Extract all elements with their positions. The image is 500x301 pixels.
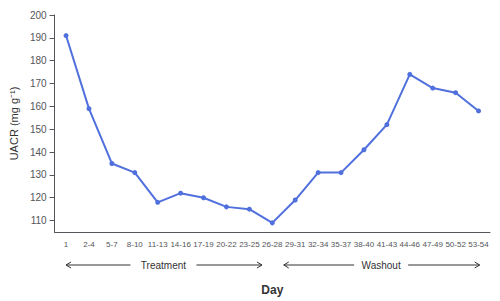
svg-text:Day: Day: [261, 283, 283, 297]
svg-text:Washout: Washout: [362, 260, 401, 271]
svg-text:38-40: 38-40: [354, 240, 375, 249]
svg-text:140: 140: [30, 147, 47, 158]
svg-text:130: 130: [30, 169, 47, 180]
svg-text:1: 1: [64, 240, 69, 249]
svg-text:41-43: 41-43: [377, 240, 398, 249]
svg-text:53-54: 53-54: [468, 240, 489, 249]
svg-text:17-19: 17-19: [193, 240, 214, 249]
svg-text:26-28: 26-28: [262, 240, 283, 249]
svg-text:UACR (mg g⁻¹): UACR (mg g⁻¹): [8, 87, 20, 161]
svg-text:190: 190: [30, 32, 47, 43]
svg-text:44-46: 44-46: [400, 240, 421, 249]
svg-text:160: 160: [30, 101, 47, 112]
svg-text:32-34: 32-34: [308, 240, 329, 249]
svg-text:150: 150: [30, 124, 47, 135]
svg-text:Treatment: Treatment: [141, 260, 186, 271]
svg-text:5-7: 5-7: [106, 240, 118, 249]
svg-text:35-37: 35-37: [331, 240, 352, 249]
svg-text:23-25: 23-25: [239, 240, 260, 249]
svg-text:50-52: 50-52: [445, 240, 466, 249]
svg-text:47-49: 47-49: [422, 240, 443, 249]
svg-text:120: 120: [30, 192, 47, 203]
svg-text:180: 180: [30, 55, 47, 66]
svg-text:20-22: 20-22: [216, 240, 237, 249]
svg-text:110: 110: [31, 215, 47, 226]
svg-text:170: 170: [30, 78, 47, 89]
svg-text:29-31: 29-31: [285, 240, 306, 249]
svg-text:200: 200: [30, 10, 47, 21]
svg-text:14-16: 14-16: [170, 240, 191, 249]
svg-text:11-13: 11-13: [148, 240, 168, 249]
svg-text:8-10: 8-10: [127, 240, 144, 249]
svg-text:2-4: 2-4: [83, 240, 95, 249]
